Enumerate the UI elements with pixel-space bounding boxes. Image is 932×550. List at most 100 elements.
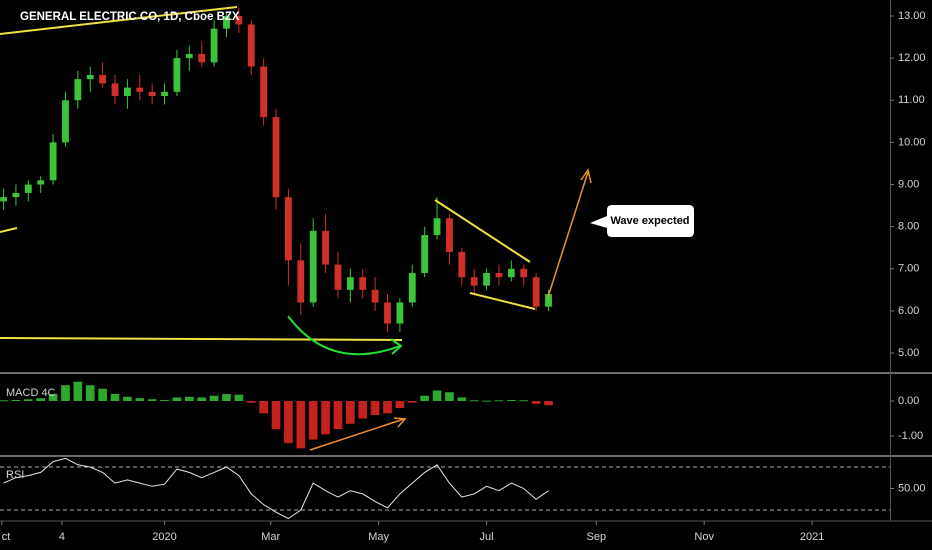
histogram-bar	[123, 396, 132, 401]
arrow-head	[393, 417, 407, 428]
candle-body	[483, 272, 490, 286]
candle-body	[322, 230, 329, 265]
histogram-bar	[271, 401, 281, 430]
candle-body	[74, 79, 82, 101]
candle-body	[86, 74, 94, 80]
candle-body	[0, 197, 7, 202]
histogram-bar	[61, 385, 70, 401]
y-tick-label: 8.00	[898, 221, 919, 233]
histogram-bar	[544, 401, 553, 406]
histogram-bar	[147, 399, 157, 401]
rsi-line	[3, 457, 549, 520]
x-tick-label: Jul	[480, 531, 494, 543]
y-tick-label: 12.00	[898, 52, 926, 64]
candle-body	[99, 74, 107, 84]
candle-body	[384, 302, 391, 324]
candle-body	[346, 277, 354, 290]
histogram-bar	[445, 392, 454, 401]
histogram-bar	[469, 400, 479, 402]
x-tick-label: Nov	[694, 531, 714, 543]
histogram-bar	[457, 397, 467, 401]
y-tick-label: 11.00	[898, 94, 925, 106]
y-tick-label: -1.00	[898, 430, 923, 442]
candle-body	[297, 260, 305, 303]
histogram-bar	[0, 400, 8, 402]
candle-body	[421, 235, 429, 273]
histogram-bar	[85, 385, 95, 401]
callout-box	[590, 205, 694, 237]
candle-body	[148, 91, 156, 97]
y-tick-label: 7.00	[898, 263, 919, 275]
trendline	[469, 292, 536, 310]
y-tick-label: 9.00	[898, 178, 919, 190]
histogram-bar	[420, 395, 429, 401]
candle-body	[123, 87, 131, 97]
candle-body	[12, 192, 20, 198]
candle-body	[309, 230, 317, 303]
histogram-bar	[296, 401, 306, 449]
candle-body	[285, 197, 292, 261]
trendline	[0, 6, 238, 35]
candle-body	[260, 66, 268, 118]
histogram-bar	[135, 398, 145, 401]
x-tick-label: 4	[59, 531, 65, 543]
y-tick-label: 0.00	[898, 395, 919, 407]
histogram-bar	[333, 401, 343, 430]
histogram-bar	[395, 401, 405, 409]
candle-body	[470, 277, 478, 286]
histogram-bar	[519, 400, 529, 402]
histogram-bar	[346, 401, 355, 424]
arrow-head	[580, 168, 592, 184]
candle-body	[507, 268, 515, 278]
curve-arrow	[287, 315, 401, 356]
candle-body	[198, 53, 206, 63]
trendline	[0, 337, 403, 341]
y-tick-label: 50.00	[898, 482, 926, 494]
marks: 5.00 6.00 7.00 8.00 9.00 10.00 11.00 12.00 13.00…	[0, 7, 926, 543]
histogram-bar	[308, 401, 318, 440]
histogram-bar	[407, 401, 417, 403]
candle-body	[136, 87, 144, 92]
histogram-bar	[48, 393, 58, 401]
candle-body	[223, 16, 230, 29]
candle-body	[433, 218, 441, 236]
histogram-bar	[494, 400, 504, 402]
candle-body	[334, 264, 342, 290]
candle-body	[210, 28, 218, 63]
candle-body	[161, 91, 168, 97]
candle-body	[247, 24, 255, 67]
indicator-title: MACD 4C	[6, 387, 56, 399]
candle-body	[235, 16, 243, 25]
candle-body	[62, 100, 69, 143]
histogram-bar	[482, 400, 491, 402]
y-tick-label: 5.00	[898, 347, 919, 359]
histogram-bar	[36, 398, 46, 401]
arrow-head	[390, 338, 403, 355]
histogram-bar	[246, 401, 256, 403]
histogram-bar	[358, 401, 368, 419]
y-tick-label: 10.00	[898, 136, 926, 148]
histogram-bar	[209, 395, 219, 401]
histogram-bar	[284, 401, 293, 444]
candle-body	[446, 218, 453, 252]
candle-body	[49, 142, 57, 181]
histogram-bar	[184, 396, 194, 401]
drawings	[0, 6, 592, 451]
x-tick-label: 2021	[800, 531, 824, 543]
histogram-bar	[11, 399, 21, 401]
chart-title: GENERAL ELECTRIC CO, 1D, Cboe BZX	[20, 11, 240, 23]
histogram-bar	[383, 401, 392, 414]
histogram-bar	[507, 399, 516, 401]
histogram-bar	[321, 401, 330, 435]
candle-body	[545, 294, 552, 307]
candle-body	[495, 272, 503, 278]
histogram-bar	[160, 399, 169, 401]
x-tick-label: May	[368, 531, 389, 543]
candle-body	[24, 184, 32, 193]
x-tick-label: Sep	[586, 531, 606, 543]
candle-body	[173, 58, 181, 92]
histogram-bar	[432, 390, 442, 401]
histogram-bar	[197, 397, 207, 401]
candle-body	[532, 277, 540, 307]
